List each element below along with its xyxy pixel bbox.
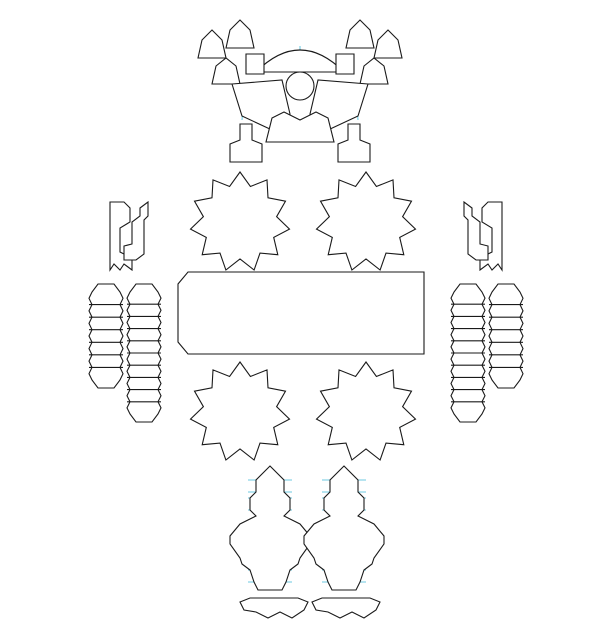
arm-wrench-right [463,200,503,272]
head-side-spike-1 [359,57,389,85]
star-gear-bottom-right [315,361,417,461]
head-crown-piece [197,19,403,163]
head-spike-2 [345,19,375,49]
torso-outline [177,271,425,355]
star-gear-bottom-left-outline [189,361,291,461]
head-window-left [245,53,265,75]
head-spike-3 [373,29,403,59]
head-ear-bolt-1 [337,123,371,163]
star-gear-top-right-outline [315,171,417,271]
head-dome [254,49,346,73]
head-spike-0 [197,29,227,59]
segmented-arm-outer-right-outline [488,283,524,389]
arm-wrench-left-outline [123,200,149,261]
leg-right-outline [303,465,385,591]
foot-right [311,597,381,619]
head-window-right [335,53,355,75]
segmented-arm-outer-left-outline [88,283,124,389]
foot-left-outline [239,597,309,619]
leg-right [303,465,385,591]
segmented-arm-inner-left [126,283,162,423]
star-gear-top-left [189,171,291,271]
star-gear-top-left-outline [189,171,291,271]
head-side-spike-0 [211,57,241,85]
foot-left [239,597,309,619]
segmented-arm-inner-right [450,283,486,423]
head-ear-bolt-0 [229,123,263,163]
foot-right-outline [311,597,381,619]
segmented-arm-outer-right [488,283,524,389]
star-gear-top-right [315,171,417,271]
segmented-arm-outer-left [88,283,124,389]
head-chin [265,111,335,143]
star-gear-bottom-left [189,361,291,461]
arm-wrench-left [109,200,149,272]
torso-band-piece [177,271,425,355]
head-spike-1 [225,19,255,49]
head-medallion [285,71,315,101]
star-gear-bottom-right-outline [315,361,417,461]
leg-left [229,465,311,591]
leg-left-outline [229,465,311,591]
arm-wrench-right-outline [463,200,489,261]
